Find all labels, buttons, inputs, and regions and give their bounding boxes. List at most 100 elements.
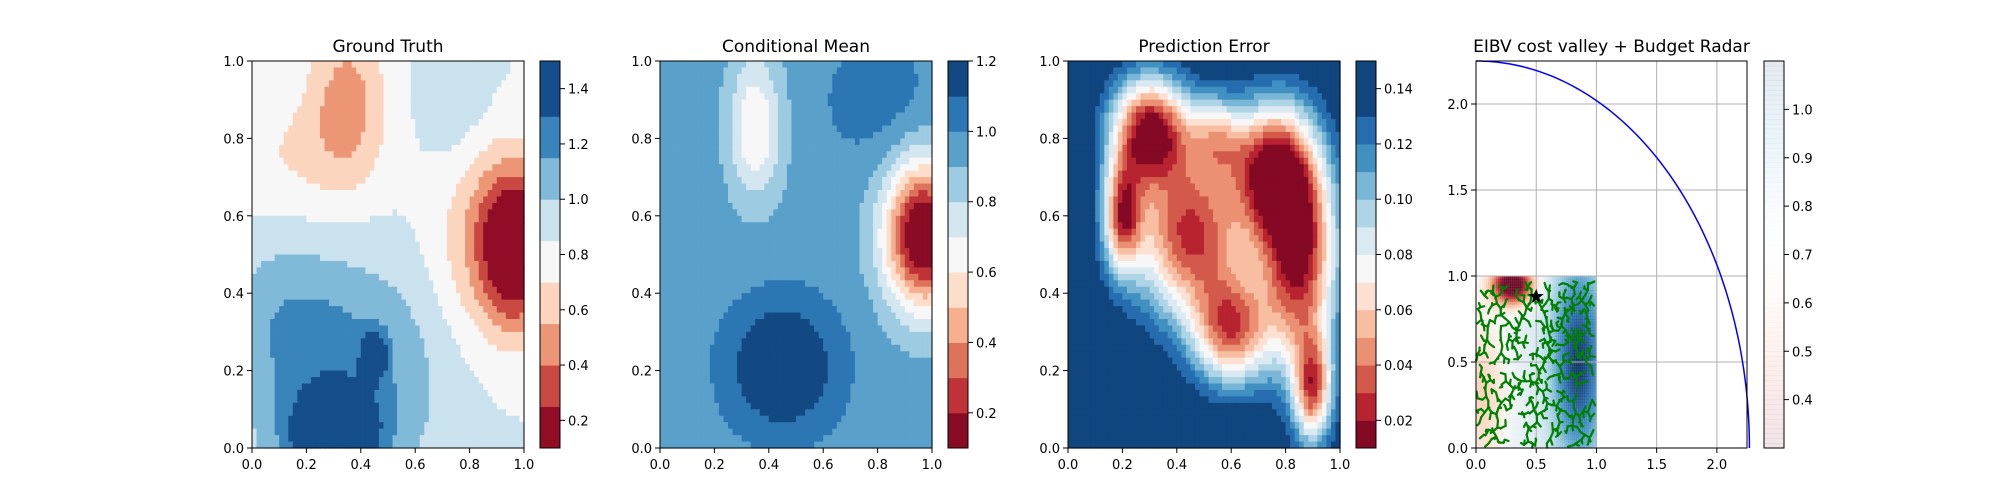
heatmap-cell bbox=[370, 384, 375, 391]
heatmap-cell bbox=[361, 300, 366, 307]
heatmap-cell bbox=[252, 171, 257, 178]
heatmap-cell bbox=[665, 67, 670, 74]
heatmap-cell bbox=[334, 300, 339, 307]
heatmap-cell bbox=[819, 184, 824, 191]
heatmap-cell bbox=[470, 113, 475, 120]
heatmap-cell bbox=[302, 61, 307, 68]
heatmap-cell bbox=[447, 235, 452, 242]
heatmap-cell bbox=[420, 384, 425, 391]
heatmap-cell bbox=[306, 371, 311, 378]
heatmap-cell bbox=[275, 151, 280, 158]
heatmap-cell bbox=[361, 216, 366, 223]
heatmap-cell bbox=[379, 171, 384, 178]
heatmap-cell bbox=[497, 145, 502, 152]
heatmap-cell bbox=[433, 267, 438, 274]
heatmap-cell bbox=[315, 151, 320, 158]
heatmap-cell bbox=[442, 280, 447, 287]
heatmap-cell bbox=[687, 132, 692, 139]
heatmap-cell bbox=[334, 177, 339, 184]
heatmap-cell bbox=[665, 177, 670, 184]
heatmap-cell bbox=[370, 138, 375, 145]
heatmap-cell bbox=[515, 409, 520, 416]
heatmap-cell bbox=[306, 358, 311, 365]
heatmap-cell bbox=[420, 113, 425, 120]
heatmap-cell bbox=[329, 371, 334, 378]
heatmap-cell bbox=[279, 106, 284, 113]
heatmap-cell bbox=[270, 416, 275, 423]
heatmap-cell bbox=[447, 190, 452, 197]
heatmap-cell bbox=[338, 203, 343, 210]
heatmap-cell bbox=[438, 325, 443, 332]
heatmap-cell bbox=[257, 74, 262, 81]
heatmap-cell bbox=[433, 345, 438, 352]
heatmap-cell bbox=[424, 313, 429, 320]
heatmap-cell bbox=[325, 145, 330, 152]
heatmap-cell bbox=[451, 235, 456, 242]
heatmap-cell bbox=[470, 255, 475, 262]
heatmap-cell bbox=[424, 235, 429, 242]
heatmap-cell bbox=[506, 248, 511, 255]
heatmap-cell bbox=[660, 203, 665, 210]
heatmap-cell bbox=[338, 293, 343, 300]
heatmap-cell bbox=[311, 274, 316, 281]
heatmap-cell bbox=[315, 313, 320, 320]
heatmap-cell bbox=[864, 164, 869, 171]
heatmap-cell bbox=[492, 351, 497, 358]
heatmap-cell bbox=[501, 293, 506, 300]
heatmap-cell bbox=[442, 325, 447, 332]
heatmap-cell bbox=[429, 325, 434, 332]
heatmap-cell bbox=[315, 190, 320, 197]
heatmap-cell bbox=[379, 145, 384, 152]
heatmap-cell bbox=[723, 87, 728, 94]
heatmap-cell bbox=[406, 100, 411, 107]
heatmap-cell bbox=[470, 377, 475, 384]
heatmap-cell bbox=[433, 255, 438, 262]
heatmap-cell bbox=[914, 126, 919, 133]
heatmap-cell bbox=[769, 145, 774, 152]
heatmap-cell bbox=[900, 113, 905, 120]
heatmap-cell bbox=[365, 222, 370, 229]
heatmap-cell bbox=[492, 300, 497, 307]
heatmap-cell bbox=[415, 306, 420, 313]
heatmap-cell bbox=[420, 158, 425, 165]
heatmap-cell bbox=[370, 216, 375, 223]
heatmap-cell bbox=[429, 377, 434, 384]
heatmap-cell bbox=[782, 67, 787, 74]
heatmap-cell bbox=[424, 171, 429, 178]
heatmap-cell bbox=[315, 255, 320, 262]
heatmap-cell bbox=[447, 74, 452, 81]
heatmap-cell bbox=[370, 306, 375, 313]
heatmap-cell bbox=[442, 190, 447, 197]
heatmap-cell bbox=[406, 67, 411, 74]
heatmap-cell bbox=[733, 171, 738, 178]
heatmap-cell bbox=[275, 345, 280, 352]
heatmap-cell bbox=[497, 106, 502, 113]
heatmap-cell bbox=[461, 164, 466, 171]
heatmap-cell bbox=[302, 274, 307, 281]
heatmap-cell bbox=[402, 255, 407, 262]
heatmap-cell bbox=[497, 151, 502, 158]
heatmap-cell bbox=[796, 93, 801, 100]
heatmap-cell bbox=[714, 196, 719, 203]
heatmap-cell bbox=[742, 67, 747, 74]
heatmap-cell bbox=[284, 67, 289, 74]
heatmap-cell bbox=[683, 119, 688, 126]
heatmap-cell bbox=[397, 429, 402, 436]
heatmap-cell bbox=[687, 80, 692, 87]
heatmap-cell bbox=[343, 306, 348, 313]
heatmap-cell bbox=[515, 255, 520, 262]
heatmap-cell bbox=[465, 345, 470, 352]
heatmap-cell bbox=[424, 113, 429, 120]
heatmap-cell bbox=[361, 235, 366, 242]
heatmap-cell bbox=[334, 403, 339, 410]
heatmap-cell bbox=[846, 171, 851, 178]
heatmap-cell bbox=[393, 280, 398, 287]
heatmap-cell bbox=[461, 255, 466, 262]
heatmap-cell bbox=[261, 396, 266, 403]
heatmap-cell bbox=[270, 351, 275, 358]
heatmap-cell bbox=[306, 287, 311, 294]
heatmap-cell bbox=[905, 113, 910, 120]
heatmap-cell bbox=[506, 158, 511, 165]
heatmap-cell bbox=[288, 100, 293, 107]
heatmap-cell bbox=[275, 280, 280, 287]
